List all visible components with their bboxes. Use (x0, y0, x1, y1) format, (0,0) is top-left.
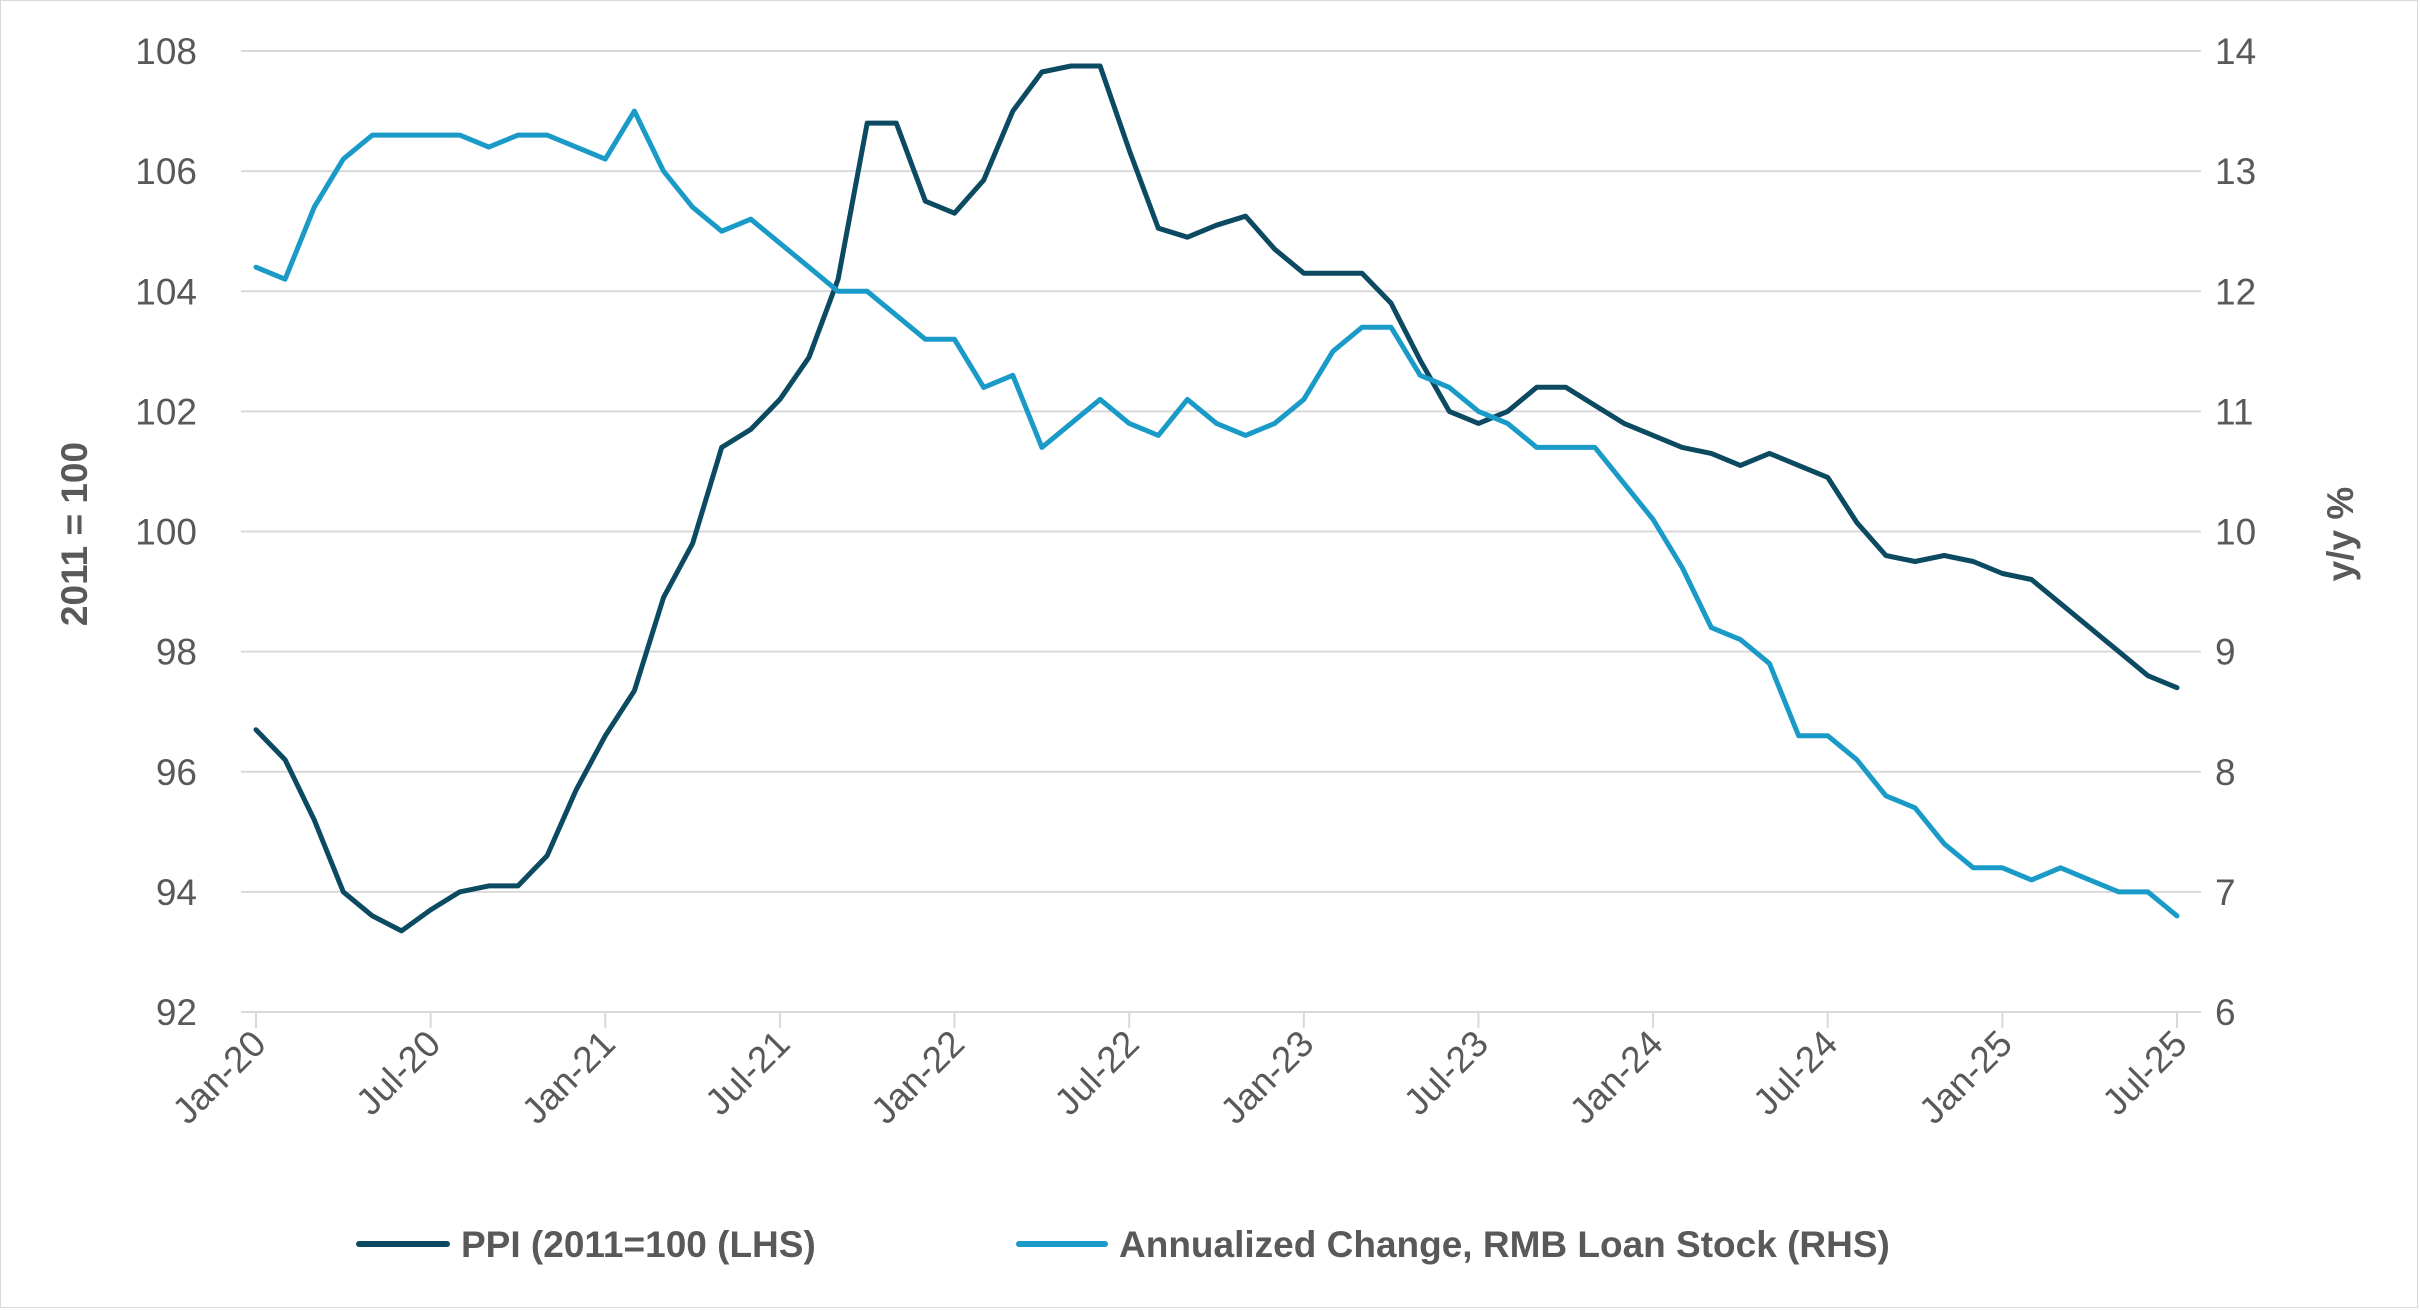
x-tick-label: Jan-20 (165, 1023, 274, 1132)
right-tick-label: 8 (2215, 752, 2236, 793)
x-tick-label: Jul-21 (697, 1023, 797, 1123)
left-tick-label: 96 (156, 752, 197, 793)
left-tick-label: 104 (135, 271, 197, 312)
right-tick-label: 6 (2215, 992, 2236, 1033)
x-tick-label: Jul-22 (1047, 1023, 1147, 1123)
right-tick-label: 13 (2215, 151, 2256, 192)
right-tick-label: 12 (2215, 271, 2256, 312)
left-tick-label: 94 (156, 872, 197, 913)
x-tick-label: Jan-25 (1911, 1023, 2020, 1132)
x-tick-label: Jul-25 (2094, 1023, 2194, 1123)
gridlines (241, 50, 2201, 893)
left-tick-label: 106 (135, 151, 197, 192)
x-tick-label: Jan-21 (514, 1023, 623, 1132)
series-lines (253, 63, 2180, 934)
right-tick-label: 14 (2215, 31, 2256, 72)
right-tick-label: 11 (2215, 391, 2253, 432)
left-axis-title: 2011 = 100 (54, 442, 95, 626)
legend: PPI (2011=100 (LHS) Annualized Change, R… (356, 1224, 1890, 1265)
left-tick-label: 100 (135, 512, 197, 553)
left-tick-label: 92 (156, 992, 197, 1033)
right-tick-label: 10 (2215, 512, 2256, 553)
x-tick-label: Jul-20 (348, 1023, 448, 1123)
axes: 92 94 96 98 100 102 104 106 108 6 7 8 9 10 11 12 13 14 Jan… (135, 31, 2256, 1132)
left-tick-label: 108 (135, 31, 197, 72)
left-tick-label: 102 (135, 391, 197, 432)
right-axis-title: y/y % (2320, 487, 2361, 582)
series-line-loan-stock (253, 108, 2180, 919)
x-tick-label: Jan-24 (1562, 1023, 1671, 1132)
x-tick-label: Jan-23 (1212, 1023, 1321, 1132)
right-tick-label: 7 (2215, 872, 2236, 913)
legend-label-loan-stock: Annualized Change, RMB Loan Stock (RHS) (1119, 1224, 1890, 1265)
x-tick-label: Jan-22 (863, 1023, 972, 1132)
left-tick-label: 98 (156, 632, 197, 673)
legend-label-ppi: PPI (2011=100 (LHS) (461, 1224, 816, 1265)
x-tick-label: Jul-24 (1745, 1023, 1845, 1123)
right-tick-label: 9 (2215, 632, 2236, 673)
series-line-ppi (253, 63, 2180, 934)
x-tick-label: Jul-23 (1396, 1023, 1496, 1123)
